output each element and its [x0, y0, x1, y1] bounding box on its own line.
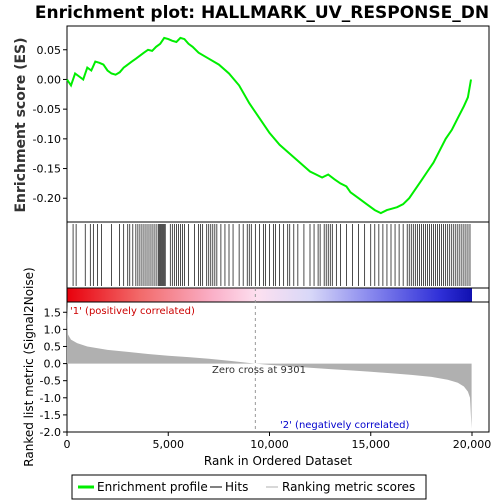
es-yaxis: 0.05 0.00 -0.05 -0.10 -0.15 -0.20 — [33, 44, 67, 205]
es-ytick-label: -0.05 — [33, 103, 61, 116]
xtick-label: 5,000 — [153, 438, 185, 451]
xtick-label: 10,000 — [250, 438, 289, 451]
es-ytick-label: 0.00 — [37, 73, 62, 86]
es-ytick-label: -0.20 — [33, 192, 61, 205]
chart-title: Enrichment plot: HALLMARK_UV_RESPONSE_DN — [35, 3, 489, 23]
xaxis: 0 5,000 10,000 15,000 20,000 — [64, 432, 492, 451]
hit-marks — [72, 224, 471, 286]
xaxis-label: Rank in Ordered Dataset — [204, 454, 352, 468]
xtick-label: 15,000 — [352, 438, 391, 451]
positive-label: '1' (positively correlated) — [70, 306, 195, 317]
es-panel-frame — [66, 25, 490, 223]
metric-yaxis: 1.5 1.0 0.5 0.0 -0.5 -1.0 -1.5 -2.0 — [40, 306, 67, 439]
enrichment-profile-line — [66, 36, 472, 215]
xtick-label: 20,000 — [453, 438, 492, 451]
zero-cross-label: Zero cross at 9301 — [212, 365, 306, 376]
es-ytick-label: 0.05 — [37, 44, 62, 57]
legend-hits-label: Hits — [225, 480, 248, 494]
metric-ytick-label: -1.5 — [40, 409, 61, 422]
legend-profile-label: Enrichment profile — [97, 480, 208, 494]
metric-ytick-label: 1.5 — [44, 306, 62, 319]
metric-ytick-label: 0.0 — [44, 358, 62, 371]
negative-label: '2' (negatively correlated) — [280, 420, 409, 431]
es-ytick-label: -0.15 — [33, 163, 61, 176]
metric-ytick-label: -0.5 — [40, 375, 61, 388]
es-ylabel: Enrichment score (ES) — [13, 37, 29, 212]
ranking-metric-area — [67, 305, 472, 429]
xtick-label: 0 — [64, 438, 71, 451]
metric-ytick-label: -1.0 — [40, 392, 61, 405]
legend-metric-label: Ranking metric scores — [282, 480, 415, 494]
metric-ytick-label: 0.5 — [44, 340, 62, 353]
es-ytick-label: -0.10 — [33, 133, 61, 146]
metric-ytick-label: 1.0 — [44, 323, 62, 336]
metric-ylabel: Ranked list metric (Signal2Noise) — [22, 267, 36, 466]
legend-box — [71, 474, 427, 500]
rank-color-bar — [67, 288, 472, 302]
metric-ytick-label: -2.0 — [40, 426, 61, 439]
